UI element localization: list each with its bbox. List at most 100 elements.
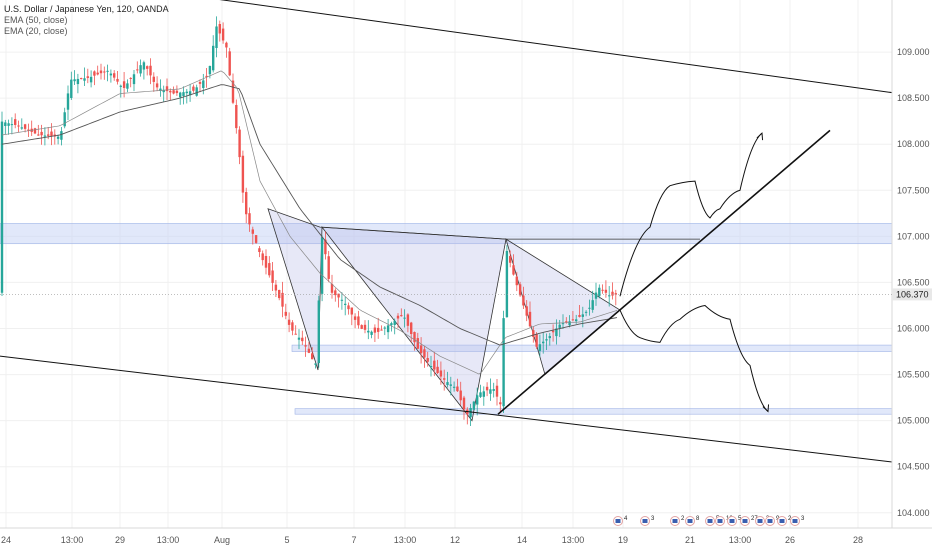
candle-body xyxy=(370,331,373,335)
candle-181 xyxy=(598,284,601,299)
event-flag-7[interactable]: 27 xyxy=(740,516,759,526)
candle-body xyxy=(462,397,466,410)
time-tick-label: 13:00 xyxy=(729,535,752,545)
event-flag-10[interactable]: 2 xyxy=(777,516,793,526)
event-flags[interactable]: 43285125273923 xyxy=(613,516,806,526)
candle-body xyxy=(20,127,23,129)
price-tick-label: 109.000 xyxy=(897,47,930,57)
candle-body xyxy=(103,71,106,73)
pattern-xabcd xyxy=(267,208,507,422)
candle-19 xyxy=(63,107,66,129)
candle-88 xyxy=(291,320,294,336)
candle-body xyxy=(149,65,152,76)
candle-72 xyxy=(238,126,241,165)
candle-body xyxy=(113,73,116,78)
event-flag-11[interactable]: 3 xyxy=(790,516,806,526)
candle-26 xyxy=(86,68,89,84)
time-axis[interactable]: 24 13:00 29 13:00 Aug 5 7 13:00 12 14 13:00 19 21 13:… xyxy=(1,535,863,545)
candle-body xyxy=(373,327,377,333)
candle-body xyxy=(489,389,492,394)
candle-87 xyxy=(287,312,291,333)
candle-105 xyxy=(347,302,350,315)
candle-36 xyxy=(119,84,122,98)
candle-62 xyxy=(205,67,208,88)
candle-body xyxy=(228,51,231,76)
candle-body xyxy=(499,402,502,405)
candle-122 xyxy=(403,309,406,328)
candle-150 xyxy=(495,379,499,406)
candle-body xyxy=(337,293,340,298)
ema-20-line xyxy=(1,70,618,375)
candle-25 xyxy=(83,67,86,87)
candle-146 xyxy=(482,386,485,406)
candle-body xyxy=(406,314,410,326)
candle-body xyxy=(231,80,235,103)
legend-title[interactable]: U.S. Dollar / Japanese Yen, 120, OANDA xyxy=(4,4,169,14)
candle-175 xyxy=(578,305,581,318)
candle-80 xyxy=(264,249,268,275)
candle-body xyxy=(439,370,443,377)
candle-body xyxy=(324,239,327,255)
time-tick-label: 28 xyxy=(853,535,863,545)
candle-body xyxy=(254,235,258,243)
candle-body xyxy=(76,78,80,85)
candle-50 xyxy=(165,78,169,101)
candle-body xyxy=(109,73,113,76)
event-flag-1[interactable]: 3 xyxy=(640,516,656,526)
candle-body xyxy=(377,327,380,332)
rising-trendline[interactable] xyxy=(497,129,831,415)
candle-145 xyxy=(479,384,482,399)
candle-body xyxy=(518,284,522,296)
price-axis[interactable]: 109.000 108.500 108.000 107.500 107.000 106.5… xyxy=(0,47,932,518)
candle-92 xyxy=(304,336,307,357)
event-flag-3[interactable]: 8 xyxy=(685,516,701,526)
candle-body xyxy=(301,337,304,342)
bearish-projection[interactable] xyxy=(619,304,769,412)
ema-lines xyxy=(1,70,618,375)
candle-body xyxy=(350,307,353,315)
bullish-projection[interactable] xyxy=(619,132,763,297)
flag-stripe xyxy=(707,519,713,523)
candle-body xyxy=(208,65,212,75)
candle-9 xyxy=(30,120,33,137)
support-zone-upper xyxy=(291,344,893,352)
channel-lower-line[interactable] xyxy=(0,355,932,468)
candle-body xyxy=(311,353,314,360)
candle-136 xyxy=(449,376,452,396)
event-flag-0[interactable]: 4 xyxy=(613,516,629,526)
flag-stripe xyxy=(757,519,763,523)
candle-32 xyxy=(106,64,109,82)
chart-legend: U.S. Dollar / Japanese Yen, 120, OANDA E… xyxy=(4,4,169,37)
event-flag-4[interactable]: 5 xyxy=(705,516,721,526)
candle-body xyxy=(139,65,142,74)
channel-upper-line[interactable] xyxy=(100,0,932,99)
price-tick-label: 106.500 xyxy=(897,277,930,287)
trend-lines[interactable] xyxy=(0,0,932,468)
candle-130 xyxy=(429,355,433,377)
candle-body xyxy=(304,345,307,347)
candle-162 xyxy=(535,332,538,349)
legend-ema-50[interactable]: EMA (50, close) xyxy=(4,15,68,25)
candle-53 xyxy=(175,85,179,96)
candle-body xyxy=(56,136,60,139)
time-tick-label: 13:00 xyxy=(157,535,180,545)
candle-84 xyxy=(278,289,281,301)
candle-body xyxy=(185,91,188,94)
candle-body xyxy=(218,23,221,34)
legend-ema-20[interactable]: EMA (20, close) xyxy=(4,26,68,36)
event-flag-6[interactable]: 5 xyxy=(727,516,743,526)
candle-173 xyxy=(571,310,575,322)
candle-16 xyxy=(53,129,56,145)
candle-body xyxy=(278,290,281,299)
candle-29 xyxy=(96,65,99,76)
event-flag-2[interactable]: 2 xyxy=(670,516,686,526)
candle-152 xyxy=(502,310,505,413)
candle-23 xyxy=(76,73,80,94)
candle-body xyxy=(525,306,528,316)
candle-body xyxy=(129,77,132,79)
candle-body xyxy=(611,291,614,296)
candle-186 xyxy=(614,289,617,306)
candle-34 xyxy=(113,70,116,81)
candle-body xyxy=(588,307,591,309)
